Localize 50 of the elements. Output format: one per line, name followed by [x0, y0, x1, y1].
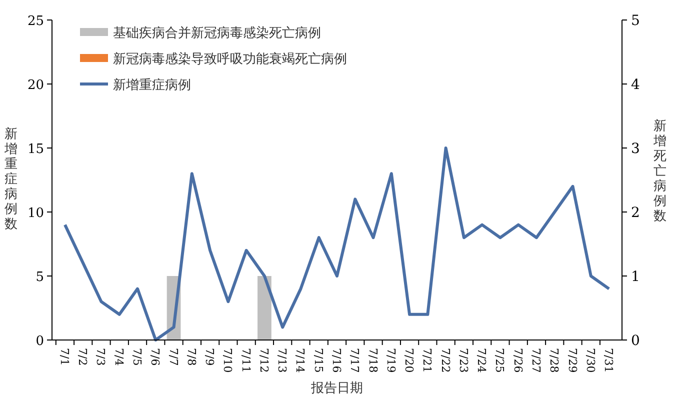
- x-tick-label: 7/7: [166, 348, 180, 366]
- y-tick-label: 15: [27, 142, 44, 157]
- y-tick-label: 0: [36, 334, 44, 349]
- y2-tick-label: 5: [631, 13, 640, 29]
- y2-tick-label: 0: [631, 333, 640, 349]
- x-tick-label: 7/30: [584, 348, 597, 373]
- x-tick-label: 7/26: [511, 348, 524, 373]
- y2-tick-label: 2: [631, 205, 640, 221]
- x-tick-label: 7/25: [493, 348, 506, 373]
- x-tick-label: 7/27: [529, 348, 542, 373]
- y-axis-title: 新增重症病例数: [4, 127, 18, 232]
- y-tick-label: 5: [36, 270, 44, 285]
- legend-label: 新冠病毒感染导致呼吸功能衰竭死亡病例: [113, 51, 347, 67]
- x-tick-label: 7/31: [602, 348, 616, 373]
- line-series: [63, 146, 611, 342]
- x-tick-label: 7/19: [384, 348, 398, 373]
- y2-axis-title: 新增死亡病例数: [652, 119, 666, 224]
- x-tick-label: 7/11: [239, 348, 252, 373]
- y2-tick-label: 3: [631, 141, 640, 157]
- x-tick-label: 7/10: [221, 348, 234, 373]
- x-tick-label: 7/8: [184, 348, 198, 366]
- x-tick-label: 7/28: [548, 348, 561, 373]
- x-tick-label: 7/2: [76, 348, 90, 366]
- y-tick-label: 10: [27, 206, 44, 221]
- x-axis-title: 报告日期: [310, 381, 363, 396]
- x-tick-label: 7/20: [402, 348, 416, 373]
- x-tick-label: 7/21: [420, 348, 434, 373]
- x-tick-label: 7/23: [456, 348, 470, 373]
- x-tick-label: 7/3: [94, 348, 108, 366]
- x-tick-label: 7/14: [294, 348, 307, 373]
- x-tick-label: 7/15: [312, 348, 325, 373]
- x-tick-label: 7/17: [348, 348, 362, 373]
- x-tick-label: 7/22: [438, 348, 452, 373]
- y-tick-label: 25: [27, 14, 44, 29]
- x-tick-label: 7/12: [257, 348, 270, 373]
- y-tick-label: 20: [27, 78, 44, 93]
- x-tick-label: 7/16: [330, 348, 343, 373]
- x-tick-label: 7/5: [130, 348, 144, 366]
- x-tick-label: 7/6: [148, 348, 162, 366]
- legend-label: 新增重症病例: [113, 78, 191, 93]
- x-tick-label: 7/9: [203, 348, 216, 366]
- y2-tick-label: 4: [631, 77, 640, 93]
- x-tick-label: 7/13: [276, 348, 289, 373]
- x-tick-label: 7/18: [366, 348, 380, 373]
- legend-label: 基础疾病合并新冠病毒感染死亡病例: [113, 25, 321, 41]
- y2-tick-label: 1: [631, 269, 640, 285]
- x-tick-label: 7/29: [566, 348, 579, 373]
- x-tick-label: 7/1: [58, 348, 71, 366]
- x-tick-label: 7/4: [112, 348, 126, 366]
- x-tick-label: 7/24: [475, 348, 488, 373]
